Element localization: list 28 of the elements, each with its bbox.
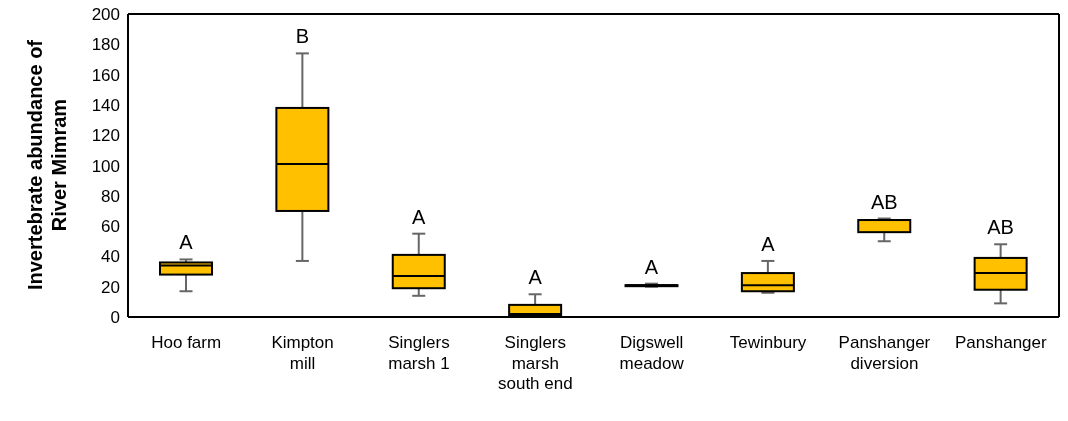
x-tick-label: Tewinbury <box>729 333 807 353</box>
annotation: A <box>761 232 776 255</box>
y-tick-label: 80 <box>101 186 120 206</box>
annotation: A <box>644 255 659 278</box>
y-tick-label: 200 <box>91 5 120 25</box>
x-tick-label: Singlers marsh south end <box>497 333 573 394</box>
annotation: AB <box>987 216 1014 239</box>
x-tick-label: Panshanger diversion <box>838 333 931 373</box>
x-tick-label: Digswell meadow <box>619 333 685 373</box>
y-tick-label: 0 <box>110 308 120 328</box>
annotation: A <box>528 266 543 289</box>
y-tick-label: 120 <box>91 126 120 146</box>
y-tick-label: 100 <box>91 156 120 176</box>
y-tick-label: 20 <box>101 277 120 297</box>
y-tick-label: 160 <box>91 65 120 85</box>
annotation: AB <box>870 190 898 213</box>
y-tick-label: 180 <box>91 35 120 55</box>
x-tick-label: Kimpton mill <box>271 333 334 373</box>
y-tick-label: 60 <box>101 217 120 237</box>
y-tick-label: 40 <box>101 247 120 267</box>
annotation: B <box>295 25 310 48</box>
y-tick-label: 140 <box>91 95 120 115</box>
x-tick-label: Hoo farm <box>151 333 222 353</box>
x-tick-label: Singlers marsh 1 <box>388 333 450 373</box>
y-axis-title: Invertebrate abundance of River Mimram <box>23 39 71 291</box>
x-tick-label: Panshanger <box>954 333 1047 353</box>
annotation: A <box>179 231 194 254</box>
annotation: A <box>412 205 427 228</box>
